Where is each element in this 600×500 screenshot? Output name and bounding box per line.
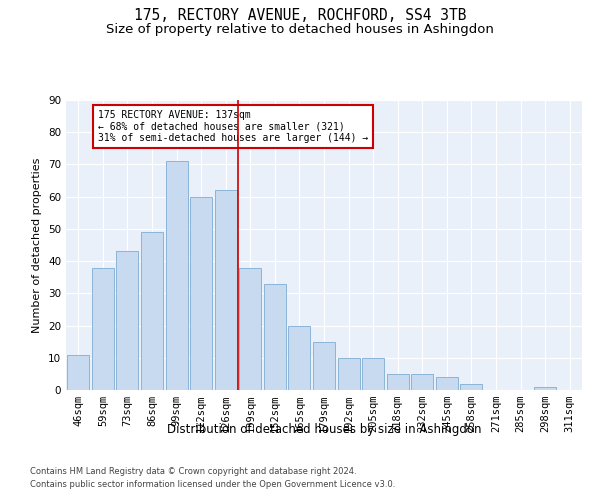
Bar <box>116 252 139 390</box>
Text: Distribution of detached houses by size in Ashingdon: Distribution of detached houses by size … <box>167 422 481 436</box>
Bar <box>386 374 409 390</box>
Bar <box>92 268 114 390</box>
Bar <box>436 377 458 390</box>
Text: Size of property relative to detached houses in Ashingdon: Size of property relative to detached ho… <box>106 22 494 36</box>
Text: 175, RECTORY AVENUE, ROCHFORD, SS4 3TB: 175, RECTORY AVENUE, ROCHFORD, SS4 3TB <box>134 8 466 22</box>
Bar <box>215 190 237 390</box>
Bar <box>239 268 262 390</box>
Bar <box>313 342 335 390</box>
Bar <box>338 358 359 390</box>
Text: 175 RECTORY AVENUE: 137sqm
← 68% of detached houses are smaller (321)
31% of sem: 175 RECTORY AVENUE: 137sqm ← 68% of deta… <box>98 110 368 143</box>
Y-axis label: Number of detached properties: Number of detached properties <box>32 158 43 332</box>
Bar <box>141 232 163 390</box>
Bar <box>362 358 384 390</box>
Bar <box>166 161 188 390</box>
Bar <box>264 284 286 390</box>
Text: Contains HM Land Registry data © Crown copyright and database right 2024.: Contains HM Land Registry data © Crown c… <box>30 467 356 476</box>
Text: Contains public sector information licensed under the Open Government Licence v3: Contains public sector information licen… <box>30 480 395 489</box>
Bar <box>411 374 433 390</box>
Bar <box>534 387 556 390</box>
Bar <box>190 196 212 390</box>
Bar <box>460 384 482 390</box>
Bar <box>67 354 89 390</box>
Bar <box>289 326 310 390</box>
